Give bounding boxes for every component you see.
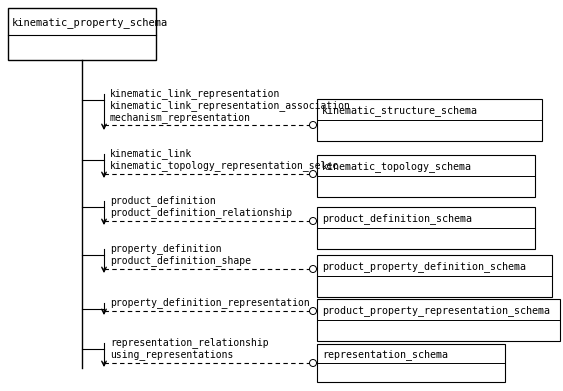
- Bar: [317, 155, 535, 197]
- Bar: [8, 8, 156, 60]
- Text: kinematic_topology_schema: kinematic_topology_schema: [322, 161, 472, 172]
- Circle shape: [310, 170, 316, 178]
- Text: product_definition: product_definition: [110, 196, 216, 206]
- Bar: [317, 344, 505, 382]
- Text: product_property_representation_schema: product_property_representation_schema: [322, 305, 550, 316]
- Text: product_definition_relationship: product_definition_relationship: [110, 208, 292, 219]
- Text: product_definition_schema: product_definition_schema: [322, 213, 472, 224]
- Bar: [317, 255, 552, 297]
- Text: kinematic_structure_schema: kinematic_structure_schema: [322, 105, 478, 116]
- Text: product_definition_shape: product_definition_shape: [110, 256, 251, 266]
- Text: kinematic_link: kinematic_link: [110, 149, 192, 160]
- Text: using_representations: using_representations: [110, 350, 234, 361]
- Bar: [317, 99, 542, 141]
- Bar: [317, 299, 560, 341]
- Circle shape: [310, 307, 316, 314]
- Text: kinematic_property_schema: kinematic_property_schema: [12, 17, 168, 28]
- Text: representation_relationship: representation_relationship: [110, 337, 269, 348]
- Circle shape: [310, 265, 316, 273]
- Text: kinematic_link_representation_association: kinematic_link_representation_associatio…: [110, 100, 351, 111]
- Text: property_definition_representation: property_definition_representation: [110, 298, 310, 308]
- Text: kinematic_link_representation: kinematic_link_representation: [110, 88, 280, 99]
- Text: kinematic_topology_representation_selec: kinematic_topology_representation_selec: [110, 161, 339, 171]
- Text: product_property_definition_schema: product_property_definition_schema: [322, 261, 526, 272]
- Bar: [317, 207, 535, 249]
- Text: property_definition: property_definition: [110, 244, 222, 255]
- Circle shape: [310, 122, 316, 129]
- Text: representation_schema: representation_schema: [322, 349, 448, 360]
- Circle shape: [310, 217, 316, 224]
- Text: mechanism_representation: mechanism_representation: [110, 113, 251, 124]
- Circle shape: [310, 359, 316, 366]
